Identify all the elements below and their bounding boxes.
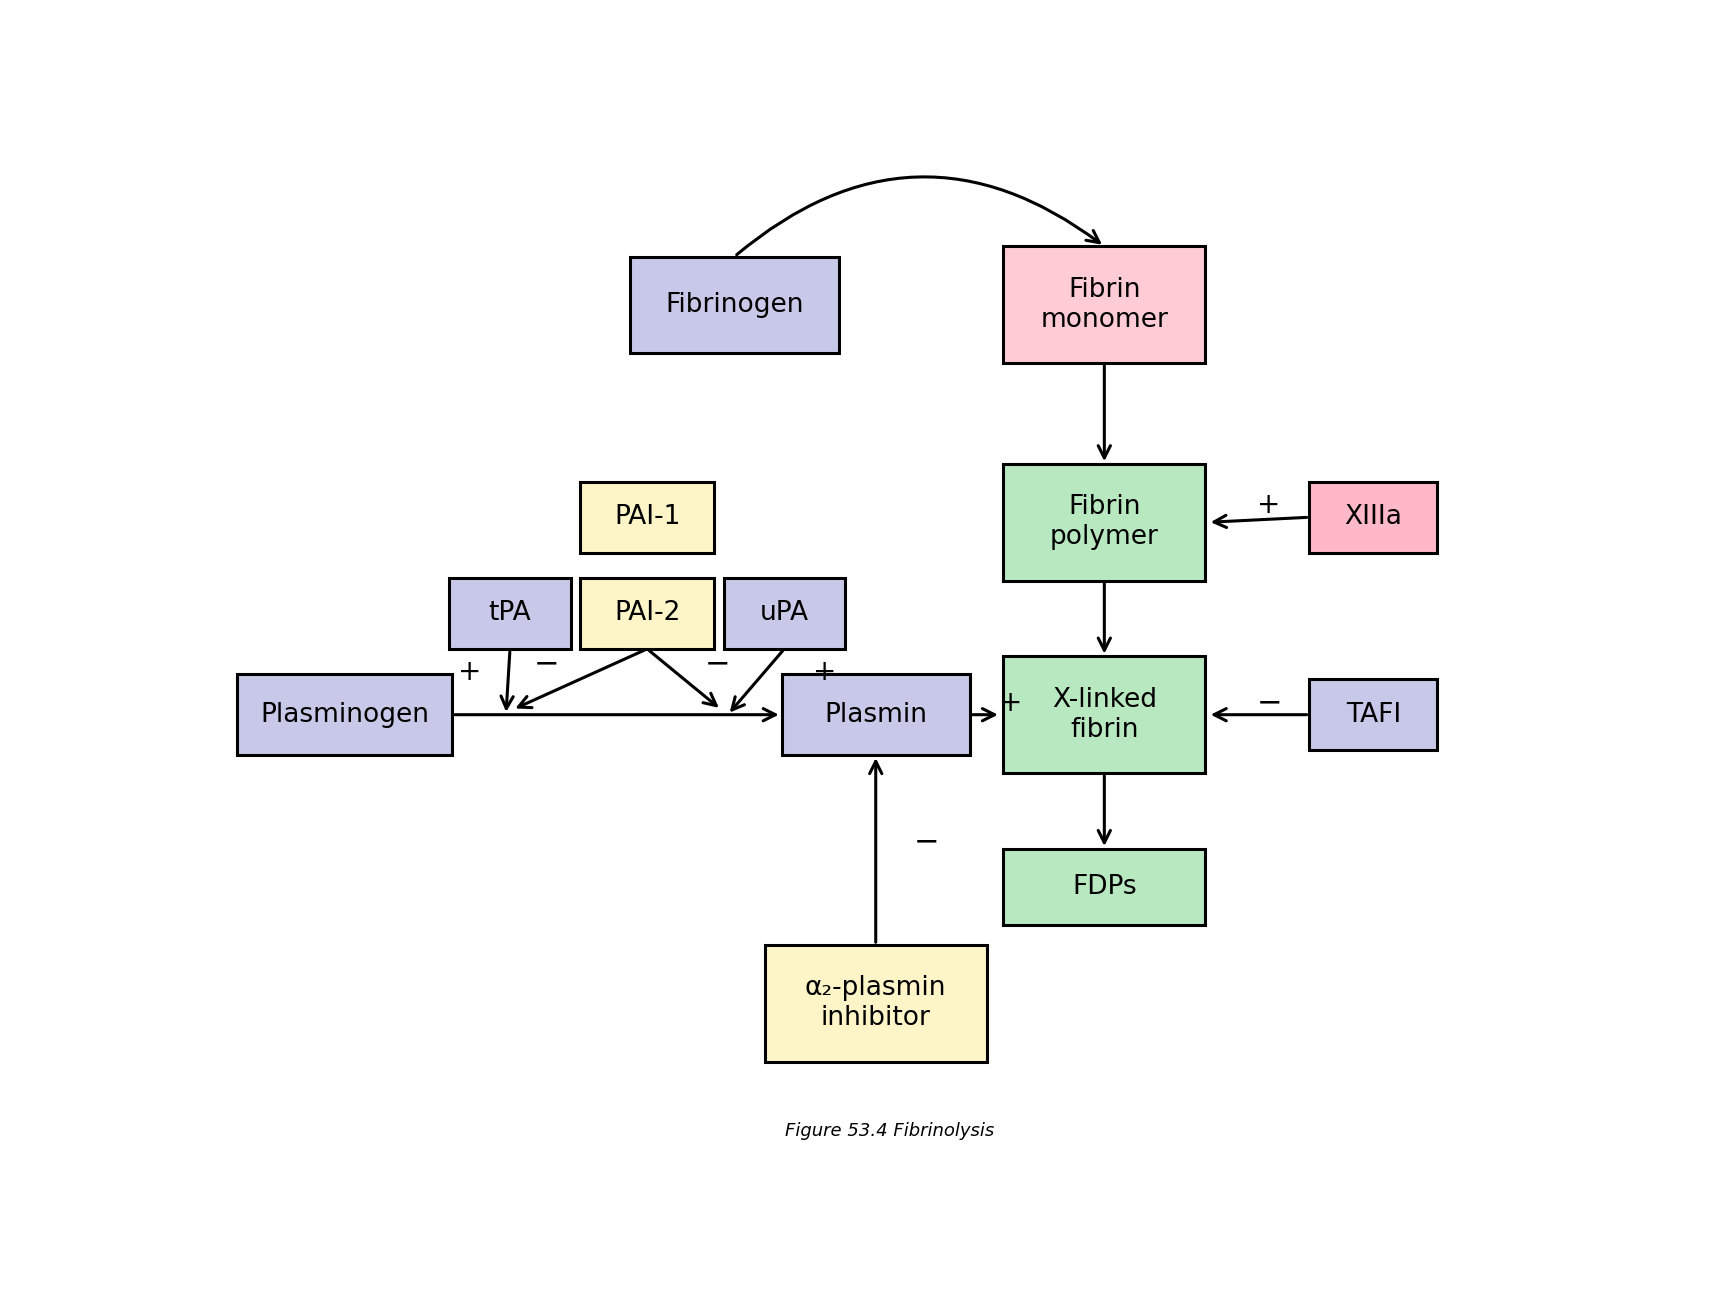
Text: +: + (814, 658, 836, 685)
Text: +: + (1258, 490, 1280, 519)
FancyBboxPatch shape (781, 675, 970, 755)
Text: −: − (534, 650, 559, 679)
Text: −: − (1256, 688, 1282, 717)
Text: Plasmin: Plasmin (824, 702, 926, 727)
Text: PAI-2: PAI-2 (614, 601, 680, 626)
Text: Fibrinogen: Fibrinogen (665, 292, 803, 318)
FancyBboxPatch shape (765, 945, 987, 1061)
FancyBboxPatch shape (1310, 481, 1437, 552)
Text: Fibrin
polymer: Fibrin polymer (1050, 494, 1159, 550)
Text: +: + (458, 658, 481, 685)
FancyBboxPatch shape (1003, 464, 1206, 580)
FancyBboxPatch shape (1003, 656, 1206, 773)
Text: TAFI: TAFI (1346, 702, 1400, 727)
Text: XIIIa: XIIIa (1345, 504, 1402, 530)
FancyBboxPatch shape (238, 675, 453, 755)
Text: FDPs: FDPs (1072, 874, 1136, 899)
Text: Plasminogen: Plasminogen (260, 702, 429, 727)
FancyBboxPatch shape (630, 256, 838, 352)
FancyBboxPatch shape (1003, 849, 1206, 924)
Text: +: + (999, 689, 1022, 717)
FancyBboxPatch shape (579, 579, 715, 648)
Text: tPA: tPA (489, 601, 531, 626)
Text: X-linked
fibrin: X-linked fibrin (1051, 686, 1157, 743)
Text: α₂-plasmin
inhibitor: α₂-plasmin inhibitor (805, 976, 947, 1031)
FancyArrowPatch shape (737, 178, 1100, 255)
Text: uPA: uPA (760, 601, 809, 626)
Text: −: − (914, 827, 940, 856)
FancyBboxPatch shape (723, 579, 845, 648)
Text: Fibrin
monomer: Fibrin monomer (1041, 276, 1168, 333)
Text: Figure 53.4 Fibrinolysis: Figure 53.4 Fibrinolysis (784, 1122, 994, 1140)
FancyBboxPatch shape (579, 481, 715, 552)
Text: PAI-1: PAI-1 (614, 504, 680, 530)
FancyBboxPatch shape (449, 579, 571, 648)
FancyBboxPatch shape (1310, 680, 1437, 750)
FancyBboxPatch shape (1003, 246, 1206, 363)
Text: −: − (704, 650, 730, 679)
